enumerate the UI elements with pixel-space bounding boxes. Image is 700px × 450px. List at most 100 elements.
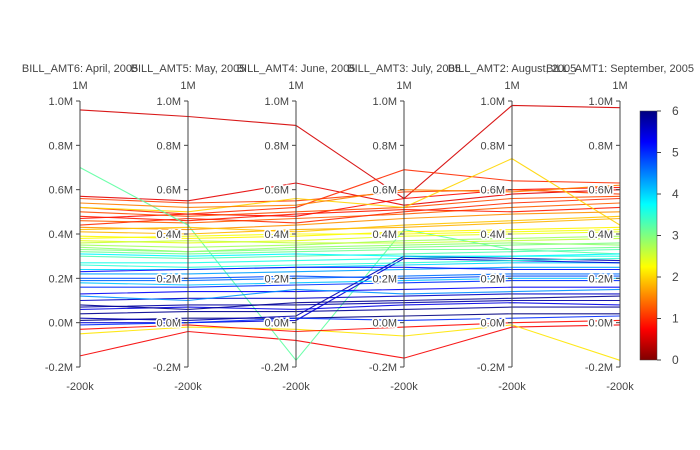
tick-label: 0.2M	[49, 273, 73, 285]
axis-1[interactable]: 1.0M 0.8M 0.6M 0.4M 0.2M 0.0M -0.2M BILL_AMT5: …	[131, 63, 246, 393]
series-line-13[interactable]	[80, 211, 620, 231]
colorbar-ticks: 0 1 2 3 4 5 6	[657, 104, 679, 367]
axis-range-top[interactable]: 1M	[288, 80, 303, 92]
tick-label: 0.0M	[49, 318, 73, 330]
tick-label: 0.8M	[481, 140, 505, 152]
series-line-12[interactable]	[80, 167, 620, 362]
axis-0[interactable]: 1.0M 0.8M 0.6M 0.4M 0.2M 0.0M -0.2M BILL_AMT6: …	[22, 63, 138, 393]
tick-label: 0.2M	[481, 273, 505, 285]
axis-range-top[interactable]: 1M	[396, 80, 411, 92]
series-line-40[interactable]	[80, 242, 620, 253]
tick-label: 0.6M	[49, 185, 73, 197]
series-line-46[interactable]	[80, 319, 620, 333]
tick-label: 0.8M	[373, 140, 397, 152]
tick-label: 0.2M	[589, 273, 613, 285]
series-line-47[interactable]	[80, 295, 620, 310]
colorbar-tick-label: 5	[672, 146, 679, 160]
tick-label: 0.2M	[265, 273, 289, 285]
series-line-2[interactable]	[80, 324, 620, 359]
series-line-39[interactable]	[80, 184, 620, 208]
series-line-4[interactable]	[80, 169, 620, 215]
axis-range-top[interactable]: 1M	[504, 80, 519, 92]
axis-5[interactable]: 1.0M 0.8M 0.6M 0.4M 0.2M 0.0M -0.2M BILL_AMT1: …	[546, 63, 694, 393]
axis-title[interactable]: BILL_AMT2: August, 2005	[448, 63, 576, 75]
tick-label: 0.0M	[157, 318, 181, 330]
axis-range-bottom[interactable]: -200k	[282, 381, 310, 393]
tick-label: 1.0M	[589, 96, 613, 108]
colorbar-tick-label: 0	[672, 353, 679, 367]
series-line-37[interactable]	[80, 288, 620, 302]
series-line-16[interactable]	[80, 231, 620, 244]
series-line-30[interactable]	[80, 255, 620, 321]
series-line-41[interactable]	[80, 302, 620, 310]
series-line-45[interactable]	[80, 215, 620, 233]
series-line-11[interactable]	[80, 324, 620, 361]
series-line-43[interactable]	[80, 277, 620, 286]
colorbar-gradient	[639, 110, 658, 361]
tick-label: 0.4M	[265, 229, 289, 241]
colorbar-tick-label: 1	[672, 312, 679, 326]
series-line-27[interactable]	[80, 299, 620, 308]
tick-label: 0.6M	[157, 185, 181, 197]
series-line-10[interactable]	[80, 157, 620, 226]
tick-label: 0.0M	[373, 318, 397, 330]
series-line-3[interactable]	[80, 186, 620, 220]
tick-label: 0.6M	[373, 185, 397, 197]
tick-label: 0.4M	[373, 229, 397, 241]
tick-label: 1.0M	[373, 96, 397, 108]
axis-title[interactable]: BILL_AMT1: September, 2005	[546, 63, 694, 75]
tick-label: 0.8M	[265, 140, 289, 152]
axis-range-top[interactable]: 1M	[180, 80, 195, 92]
axis-2[interactable]: 1.0M 0.8M 0.6M 0.4M 0.2M 0.0M -0.2M BILL_AMT4: …	[237, 63, 356, 393]
series-line-38[interactable]	[80, 257, 620, 268]
tick-label: 0.4M	[589, 229, 613, 241]
polylines-layer	[80, 104, 620, 362]
series-line-24[interactable]	[80, 280, 620, 288]
tick-label: 0.0M	[589, 318, 613, 330]
series-line-9[interactable]	[80, 206, 620, 222]
series-line-22[interactable]	[80, 266, 620, 275]
tick-label: 0.6M	[265, 185, 289, 197]
series-line-35[interactable]	[80, 237, 620, 244]
axis-4[interactable]: 1.0M 0.8M 0.6M 0.4M 0.2M 0.0M -0.2M BILL_AMT2: …	[448, 63, 576, 393]
series-line-36[interactable]	[80, 315, 620, 326]
axis-3[interactable]: 1.0M 0.8M 0.6M 0.4M 0.2M 0.0M -0.2M BILL_AMT3: …	[347, 63, 461, 393]
series-line-34[interactable]	[80, 253, 620, 257]
series-line-42[interactable]	[80, 246, 620, 255]
tick-label: 1.0M	[481, 96, 505, 108]
axis-range-bottom[interactable]: -200k	[390, 381, 418, 393]
colorbar-tick-label: 2	[672, 270, 679, 284]
series-line-44[interactable]	[80, 229, 620, 239]
series-line-28[interactable]	[80, 306, 620, 315]
tick-label: 0.8M	[589, 140, 613, 152]
axis-range-bottom[interactable]: -200k	[174, 381, 202, 393]
axis-title[interactable]: BILL_AMT6: April, 2005	[22, 63, 138, 75]
series-line-1[interactable]	[80, 182, 620, 206]
series-line-26[interactable]	[80, 293, 620, 302]
tick-label: 0.6M	[481, 185, 505, 197]
tick-label: 1.0M	[265, 96, 289, 108]
axis-range-top[interactable]: 1M	[612, 80, 627, 92]
series-line-7[interactable]	[80, 202, 620, 224]
series-line-33[interactable]	[80, 275, 620, 279]
tick-label: 1.0M	[157, 96, 181, 108]
tick-label: -0.2M	[477, 362, 505, 374]
axis-range-bottom[interactable]: -200k	[498, 381, 526, 393]
axis-title[interactable]: BILL_AMT4: June, 2005	[237, 63, 356, 75]
axis-range-bottom[interactable]: -200k	[66, 381, 94, 393]
axis-range-bottom[interactable]: -200k	[606, 381, 634, 393]
axis-range-top[interactable]: 1M	[72, 80, 87, 92]
series-line-32[interactable]	[80, 266, 620, 273]
series-line-0[interactable]	[80, 104, 620, 200]
tick-label: 0.8M	[157, 140, 181, 152]
axis-title[interactable]: BILL_AMT3: July, 2005	[347, 63, 461, 75]
tick-label: 0.4M	[157, 229, 181, 241]
colorbar-tick-label: 4	[672, 187, 679, 201]
series-line-25[interactable]	[80, 286, 620, 295]
series-line-29[interactable]	[80, 313, 620, 321]
axis-title[interactable]: BILL_AMT5: May, 2005	[131, 63, 246, 75]
tick-label: -0.2M	[45, 362, 73, 374]
colorbar-tick-label: 6	[672, 104, 679, 118]
colorbar: 0 1 2 3 4 5 6	[639, 104, 679, 367]
